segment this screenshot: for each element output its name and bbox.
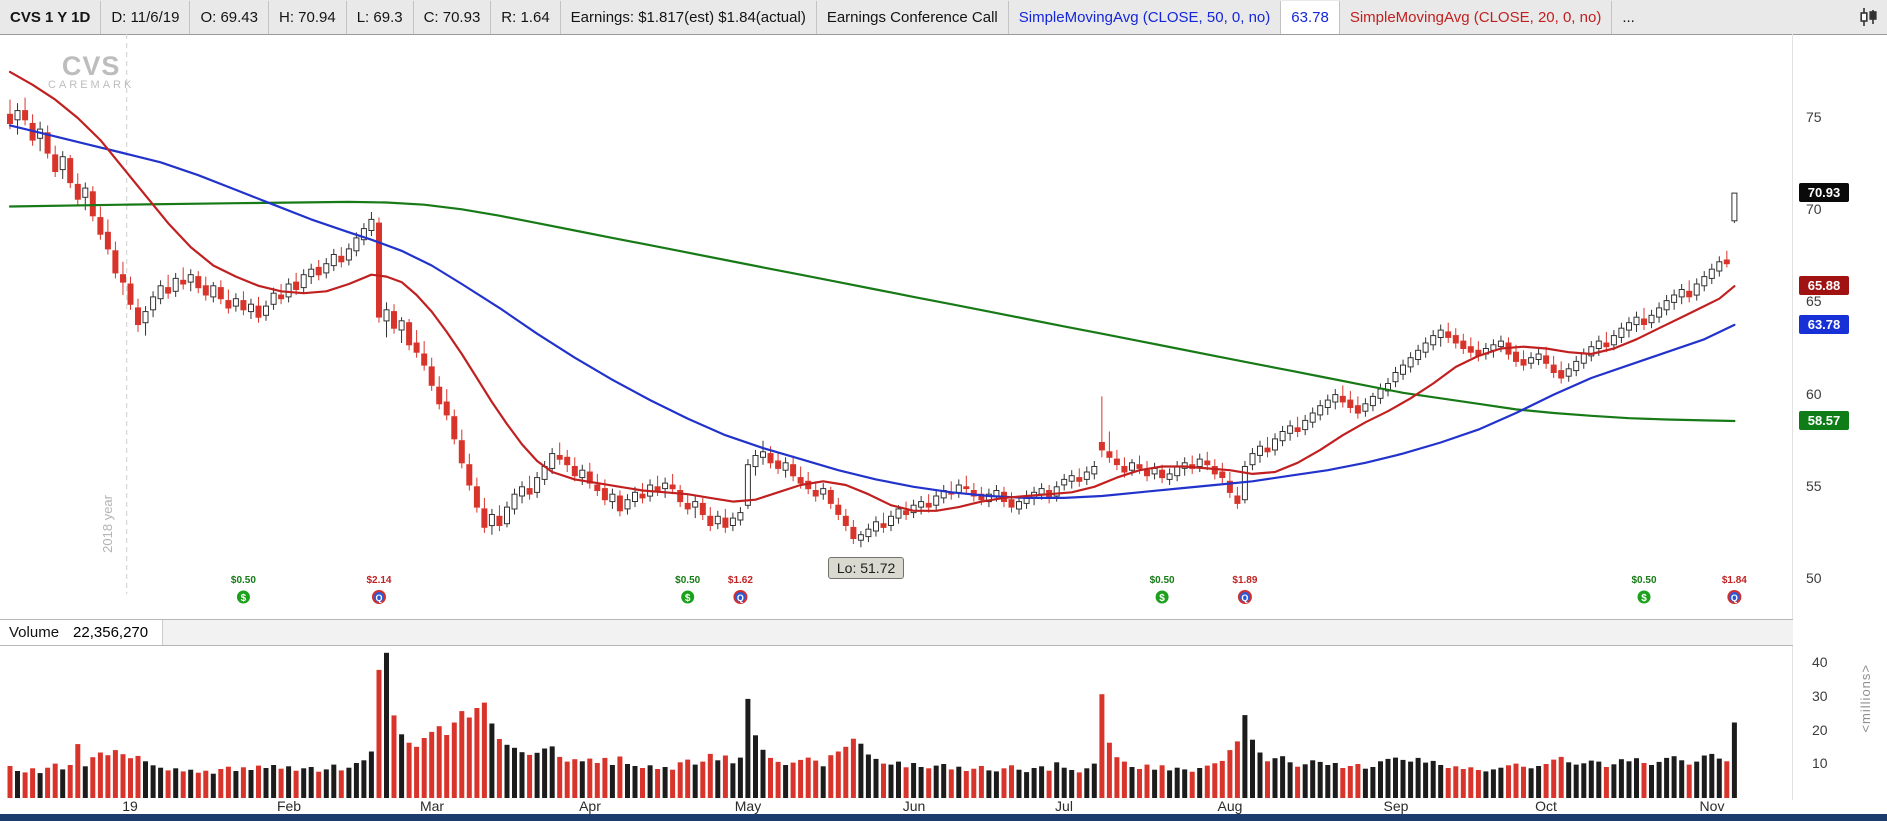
price-axis-tick: 50 bbox=[1806, 570, 1822, 586]
candlesticks bbox=[7, 97, 1738, 548]
volume-axis-tick: 10 bbox=[1812, 755, 1828, 771]
svg-text:$1.62: $1.62 bbox=[728, 575, 753, 586]
chart-toolbar: CVS 1 Y 1D D: 11/6/19 O: 69.43 H: 70.94 … bbox=[0, 0, 1887, 35]
low-field: L: 69.3 bbox=[347, 0, 414, 34]
time-axis-tick: Oct bbox=[1535, 798, 1557, 814]
dividend-marker[interactable]: $0.50 $ bbox=[231, 575, 256, 604]
dividend-icon bbox=[681, 590, 695, 604]
price-axis-tick: 65 bbox=[1806, 293, 1822, 309]
svg-text:$: $ bbox=[241, 593, 247, 604]
volume-bars bbox=[7, 652, 1737, 798]
time-axis-tick: 19 bbox=[122, 798, 138, 814]
svg-text:$2.14: $2.14 bbox=[366, 575, 391, 586]
volume-header: Volume 22,356,270 bbox=[0, 619, 1793, 646]
year-divider-label: 2018 year bbox=[100, 495, 115, 553]
volume-axis-tick: 20 bbox=[1812, 722, 1828, 738]
earnings-icon bbox=[1727, 590, 1742, 604]
price-axis-tick: 55 bbox=[1806, 478, 1822, 494]
volume-axis-tick: 40 bbox=[1812, 654, 1828, 670]
svg-text:Q: Q bbox=[375, 593, 382, 603]
open-field: O: 69.43 bbox=[190, 0, 269, 34]
low-price-callout: Lo: 51.72 bbox=[827, 557, 905, 580]
dividend-icon bbox=[1637, 590, 1651, 604]
price-badge: 63.78 bbox=[1799, 315, 1849, 334]
earnings-marker[interactable]: $1.89 Q bbox=[1232, 575, 1258, 604]
sma20-line[interactable] bbox=[8, 70, 1736, 512]
toolbar-overflow[interactable]: ... bbox=[1622, 8, 1635, 26]
time-axis-tick: Jun bbox=[902, 798, 926, 814]
symbol-timeframe[interactable]: CVS 1 Y 1D bbox=[0, 0, 102, 34]
close-field: C: 70.93 bbox=[414, 0, 492, 34]
dividend-marker[interactable]: $0.50 $ bbox=[675, 575, 700, 604]
svg-text:$0.50: $0.50 bbox=[231, 575, 256, 586]
sma50-value: 63.78 bbox=[1281, 0, 1340, 34]
earnings-icon bbox=[733, 590, 748, 604]
dividend-marker[interactable]: $0.50 $ bbox=[1150, 575, 1175, 604]
sma50-line[interactable] bbox=[8, 124, 1736, 499]
sma20-label[interactable]: SimpleMovingAvg (CLOSE, 20, 0, no) bbox=[1340, 0, 1613, 34]
range-field: R: 1.64 bbox=[491, 0, 561, 34]
volume-value: 22,356,270 bbox=[73, 624, 149, 641]
earnings-icon bbox=[371, 590, 386, 604]
dividend-icon bbox=[1155, 590, 1169, 604]
svg-text:Q: Q bbox=[1731, 593, 1738, 603]
svg-text:$1.84: $1.84 bbox=[1722, 575, 1747, 586]
time-axis-tick: Mar bbox=[419, 798, 445, 814]
high-field: H: 70.94 bbox=[269, 0, 347, 34]
price-badge: 58.57 bbox=[1799, 411, 1849, 430]
svg-text:$: $ bbox=[1159, 593, 1165, 604]
chart-settings-icon[interactable] bbox=[1857, 6, 1879, 28]
time-axis-tick: May bbox=[734, 798, 762, 814]
conference-call-link[interactable]: Earnings Conference Call bbox=[817, 0, 1009, 34]
earnings-marker[interactable]: $1.84 Q bbox=[1722, 575, 1747, 604]
watermark-line1: CVS bbox=[61, 51, 121, 81]
dividend-marker[interactable]: $0.50 $ bbox=[1631, 575, 1656, 604]
volume-chart[interactable] bbox=[0, 646, 1793, 800]
time-axis-tick: Aug bbox=[1217, 798, 1243, 814]
svg-text:$0.50: $0.50 bbox=[675, 575, 700, 586]
price-badge: 65.88 bbox=[1799, 276, 1849, 295]
time-axis-tick: Apr bbox=[579, 798, 601, 814]
volume-label: Volume bbox=[9, 624, 60, 641]
svg-text:Q: Q bbox=[737, 593, 744, 603]
earnings-icon bbox=[1237, 590, 1252, 604]
date-field: D: 11/6/19 bbox=[101, 0, 191, 34]
bottom-scrollbar[interactable] bbox=[0, 814, 1887, 821]
time-axis-tick: Nov bbox=[1699, 798, 1725, 814]
dividend-icon bbox=[236, 590, 250, 604]
earnings-field: Earnings: $1.817(est) $1.84(actual) bbox=[561, 0, 817, 34]
price-axis-tick: 75 bbox=[1806, 109, 1822, 125]
price-axis-tick: 60 bbox=[1806, 386, 1822, 402]
svg-text:$1.89: $1.89 bbox=[1232, 575, 1257, 586]
time-axis-tick: Jul bbox=[1055, 798, 1073, 814]
price-axis-tick: 70 bbox=[1806, 201, 1822, 217]
time-axis-tick: Feb bbox=[276, 798, 302, 814]
earnings-marker[interactable]: $2.14 Q bbox=[366, 575, 392, 604]
time-axis-tick: Sep bbox=[1383, 798, 1409, 814]
svg-text:$0.50: $0.50 bbox=[1150, 575, 1175, 586]
price-chart[interactable]: $0.50$$0.50$$0.50$$0.50$$2.14Q$1.62Q$1.8… bbox=[0, 34, 1793, 619]
svg-text:$0.50: $0.50 bbox=[1631, 575, 1656, 586]
svg-text:$: $ bbox=[1641, 593, 1647, 604]
price-badge: 70.93 bbox=[1799, 183, 1849, 202]
volume-axis-unit: <millions> bbox=[1858, 664, 1873, 733]
cvs-watermark: CVS CAREMARK bbox=[48, 52, 134, 92]
sma200-line[interactable] bbox=[8, 200, 1736, 423]
svg-text:$: $ bbox=[685, 593, 691, 604]
toolbar-spacer bbox=[1645, 1, 1857, 34]
earnings-marker[interactable]: $1.62 Q bbox=[728, 575, 753, 604]
svg-text:Q: Q bbox=[1241, 593, 1248, 603]
sma50-label[interactable]: SimpleMovingAvg (CLOSE, 50, 0, no) bbox=[1009, 0, 1282, 34]
volume-axis-tick: 30 bbox=[1812, 688, 1828, 704]
watermark-line2: CAREMARK bbox=[48, 79, 135, 92]
